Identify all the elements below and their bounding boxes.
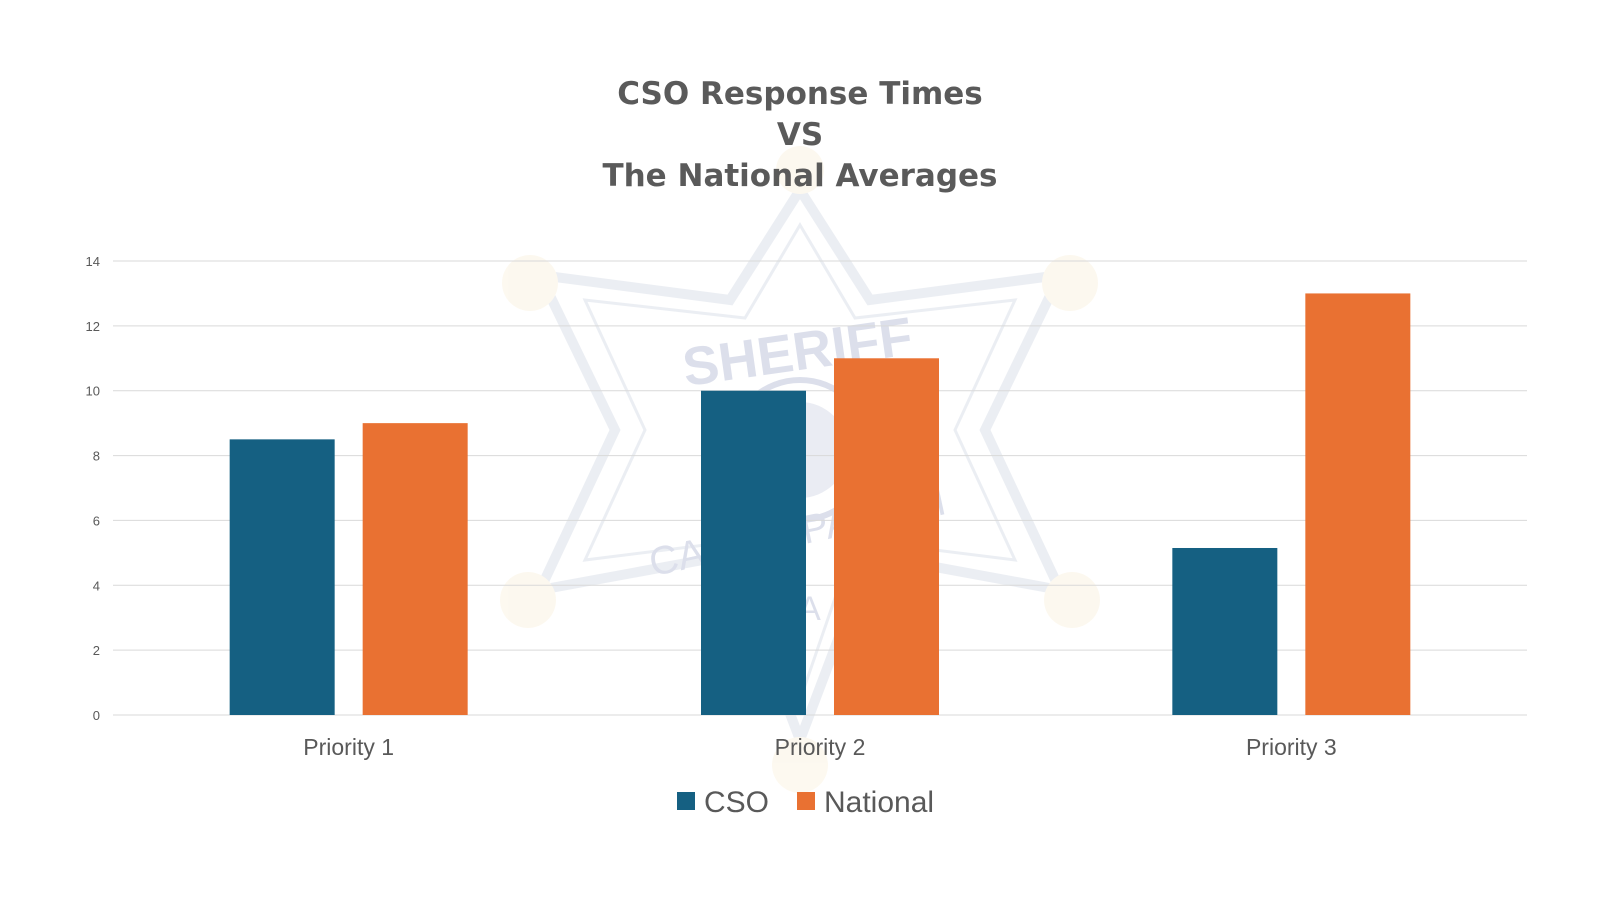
y-tick-label: 14 <box>86 254 100 269</box>
chart-title-line-1: CSO Response Times <box>617 76 983 112</box>
legend-swatch-national <box>797 792 815 810</box>
x-category-label: Priority 1 <box>303 734 394 760</box>
x-category-label: Priority 3 <box>1246 734 1337 760</box>
bar-national-priority-3 <box>1305 293 1411 715</box>
chart-title-line-3: The National Averages <box>602 158 998 194</box>
y-tick-label: 10 <box>86 384 100 399</box>
y-tick-label: 8 <box>93 449 100 464</box>
y-tick-label: 2 <box>93 643 100 658</box>
legend-label-cso: CSO <box>704 786 769 819</box>
legend-swatch-cso <box>677 792 695 810</box>
bar-cso-priority-3 <box>1172 547 1278 715</box>
y-tick-label: 12 <box>86 319 100 334</box>
x-category-label: Priority 2 <box>775 734 866 760</box>
bar-cso-priority-1 <box>229 439 335 715</box>
bar-national-priority-2 <box>834 358 939 715</box>
chart-title: CSO Response Times VS The National Avera… <box>0 74 1600 197</box>
bar-cso-priority-2 <box>701 390 806 715</box>
y-tick-label: 0 <box>93 708 100 723</box>
bar-national-priority-1 <box>362 423 468 715</box>
chart-title-line-2: VS <box>776 117 824 153</box>
y-tick-label: 4 <box>93 578 100 593</box>
legend-label-national: National <box>824 786 934 819</box>
y-tick-label: 6 <box>93 513 100 528</box>
